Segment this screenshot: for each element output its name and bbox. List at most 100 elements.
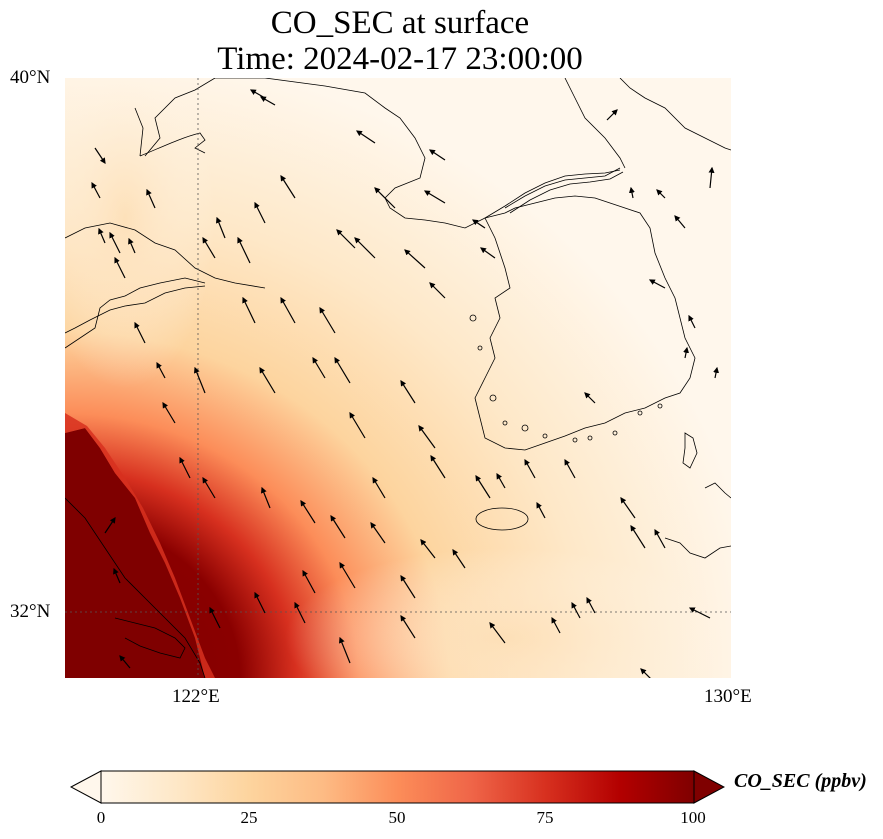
colorbar-tick-50: 50 [388, 808, 406, 827]
colorbar-tick-25: 25 [240, 808, 258, 827]
wind-vector-arrow [94, 147, 106, 164]
wind-vector-arrow [400, 574, 416, 599]
colorbar [70, 770, 725, 804]
wind-vector-arrow [114, 256, 126, 279]
colorbar-gradient [100, 770, 695, 804]
wind-vector-arrow [584, 392, 596, 404]
wind-vector-arrow [242, 296, 256, 324]
colorbar-tick-0: 0 [96, 808, 106, 827]
wind-vector-arrow [404, 249, 426, 269]
wind-vector-arrow [156, 361, 166, 379]
title-line-1: CO_SEC at surface [270, 5, 530, 41]
map-svg [65, 78, 731, 678]
lon-label-130e: 130°E [704, 686, 752, 707]
wind-vector-arrow [429, 149, 446, 161]
wind-vector-arrow [400, 379, 416, 404]
wind-vector-arrow [372, 476, 386, 499]
wind-vector-arrow [524, 458, 536, 479]
lat-label-40n: 40°N [10, 67, 51, 88]
wind-vector-arrow [430, 454, 446, 479]
wind-vector-arrow [215, 216, 226, 239]
wind-vector-arrow [294, 601, 306, 624]
plume-edge [65, 413, 215, 678]
wind-vector-arrow [104, 517, 116, 534]
wind-vector-arrow [586, 596, 596, 614]
wind-vector-arrow [370, 522, 386, 544]
wind-vector-arrow [688, 607, 711, 619]
wind-vector-arrow [452, 549, 466, 569]
lat-label-32n: 32°N [10, 601, 51, 622]
wind-vector-arrow [429, 282, 446, 299]
wind-vector-arrow [683, 346, 690, 359]
wind-vector-arrow [128, 237, 136, 254]
wind-vector-arrow [472, 219, 486, 229]
wind-vector-arrow [400, 614, 416, 639]
wind-vector-arrow [356, 130, 376, 144]
wind-vector-arrow [688, 314, 696, 329]
high-concentration-plume [65, 428, 205, 678]
wind-vector-arrow [640, 668, 651, 678]
wind-vector-arrow [334, 356, 351, 384]
wind-vector-arrow [336, 229, 356, 249]
wind-vector-arrow [237, 236, 251, 264]
wind-vector-arrow [708, 166, 715, 189]
wind-vector-arrow [98, 227, 106, 244]
map-panel [65, 78, 731, 678]
wind-vector-arrow [338, 636, 351, 664]
wind-vector-arrow [489, 622, 506, 644]
wind-vector-arrow [496, 472, 506, 489]
colorbar-min-extend [70, 770, 102, 804]
wind-vector-arrow [302, 569, 316, 594]
lon-label-122e: 122°E [172, 686, 220, 707]
wind-vector-arrow [202, 476, 216, 499]
wind-vector-arrow [330, 514, 346, 539]
wind-vector-arrow [374, 187, 396, 209]
wind-vector-arrow [254, 201, 266, 224]
gridlines [65, 78, 731, 678]
wind-vector-arrow [300, 499, 316, 524]
wind-vector-arrow [259, 96, 276, 106]
wind-vector-arrow [564, 458, 576, 479]
wind-vector-arrow [656, 189, 666, 199]
wind-vector-arrow [113, 567, 121, 584]
wind-vector-arrow [91, 181, 101, 199]
wind-vector-arrow [280, 296, 296, 324]
wind-vector-arrow [179, 456, 191, 479]
wind-vector-arrow [162, 401, 176, 424]
wind-vector-arrow [349, 411, 366, 439]
wind-vectors [91, 89, 720, 678]
colorbar-tick-100: 100 [680, 808, 706, 827]
wind-vector-arrow [254, 591, 266, 614]
wind-vector-arrow [280, 174, 296, 199]
wind-vector-arrow [418, 425, 436, 449]
coastlines [65, 78, 731, 678]
wind-vector-arrow [312, 356, 326, 379]
wind-vector-arrow [109, 231, 121, 254]
wind-vector-arrow [536, 501, 546, 519]
wind-vector-arrow [146, 188, 156, 209]
wind-vector-arrow [630, 524, 646, 549]
wind-vector-arrow [260, 486, 271, 509]
wind-vector-arrow [119, 655, 131, 669]
wind-vector-arrow [259, 366, 276, 394]
wind-vector-arrow [354, 237, 376, 259]
wind-vector-arrow [551, 616, 561, 634]
wind-vector-arrow [209, 606, 221, 629]
wind-vector-arrow [674, 215, 686, 229]
wind-vector-arrow [606, 109, 618, 121]
wind-vector-arrow [420, 539, 436, 559]
wind-vector-arrow [648, 279, 666, 289]
wind-vector-arrow [571, 601, 581, 619]
wind-vector-arrow [202, 236, 216, 259]
wind-vector-arrow [480, 247, 496, 259]
wind-vector-arrow [339, 561, 356, 589]
wind-vector-arrow [423, 190, 446, 204]
wind-vector-arrow [134, 321, 146, 344]
title-line-2: Time: 2024-02-17 23:00:00 [217, 41, 583, 77]
wind-vector-arrow [475, 474, 491, 499]
colorbar-tick-75: 75 [536, 808, 554, 827]
colorbar-label: CO_SEC (ppbv) [734, 770, 867, 792]
colorbar-max-extend [693, 770, 725, 804]
wind-vector-arrow [654, 528, 666, 549]
wind-vector-arrow [628, 186, 635, 199]
